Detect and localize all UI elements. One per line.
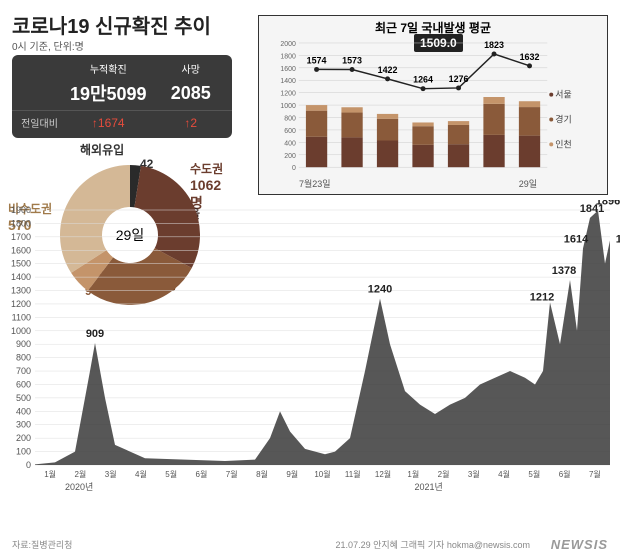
svg-text:1월: 1월 bbox=[44, 469, 56, 479]
svg-text:1573: 1573 bbox=[342, 56, 362, 66]
stats-value-confirmed: 19만5099 bbox=[67, 80, 150, 106]
svg-text:1574: 1574 bbox=[307, 55, 327, 65]
svg-text:2021년: 2021년 bbox=[415, 482, 443, 492]
svg-text:2월: 2월 bbox=[74, 469, 86, 479]
svg-text:6월: 6월 bbox=[196, 469, 208, 479]
svg-text:200: 200 bbox=[284, 153, 296, 160]
svg-text:6월: 6월 bbox=[559, 469, 571, 479]
svg-text:200: 200 bbox=[16, 433, 31, 443]
svg-text:8월: 8월 bbox=[256, 469, 268, 479]
svg-text:1600: 1600 bbox=[11, 245, 31, 255]
svg-text:1674: 1674 bbox=[616, 233, 620, 245]
svg-text:1422: 1422 bbox=[378, 65, 398, 75]
svg-text:5월: 5월 bbox=[528, 469, 540, 479]
stats-change-confirmed: ↑1674 bbox=[67, 116, 150, 130]
svg-text:1000: 1000 bbox=[11, 326, 31, 336]
page-title: 코로나19 신규확진 추이 bbox=[12, 10, 211, 39]
svg-text:서울: 서울 bbox=[555, 90, 571, 100]
svg-text:400: 400 bbox=[284, 140, 296, 147]
svg-text:900: 900 bbox=[16, 339, 31, 349]
svg-text:5월: 5월 bbox=[165, 469, 177, 479]
subtitle: 0시 기준, 단위:명 bbox=[12, 38, 84, 53]
stats-box: 누적확진 사망 19만5099 2085 전일대비 ↑1674 ↑2 bbox=[12, 55, 232, 138]
svg-text:1100: 1100 bbox=[12, 312, 31, 322]
stats-change-label: 전일대비 bbox=[12, 115, 67, 130]
svg-text:3월: 3월 bbox=[468, 469, 480, 479]
svg-text:3월: 3월 bbox=[105, 469, 117, 479]
svg-text:1378: 1378 bbox=[552, 265, 576, 277]
svg-text:1500: 1500 bbox=[11, 259, 31, 269]
mini-x-start: 7월23일 bbox=[299, 177, 331, 190]
svg-text:700: 700 bbox=[16, 366, 31, 376]
svg-text:9월: 9월 bbox=[286, 469, 298, 479]
svg-text:1614: 1614 bbox=[564, 233, 589, 245]
svg-text:2월: 2월 bbox=[438, 469, 450, 479]
svg-text:1212: 1212 bbox=[530, 291, 554, 303]
svg-text:0: 0 bbox=[292, 165, 296, 172]
svg-text:300: 300 bbox=[16, 420, 31, 430]
svg-text:1000: 1000 bbox=[280, 103, 296, 110]
mini-panel: 최근 7일 국내발생 평균 1509.0 0200400600800100012… bbox=[258, 15, 608, 195]
mini-x-end: 29일 bbox=[519, 177, 537, 190]
footer-source: 자료:질병관리청 bbox=[12, 538, 72, 551]
stats-value-deaths: 2085 bbox=[150, 83, 233, 104]
main-chart: 0 100 200 300 400 500 600 700 800 900 1000 1100 1200… bbox=[0, 200, 620, 500]
svg-text:1276: 1276 bbox=[449, 74, 469, 84]
svg-text:1896: 1896 bbox=[596, 200, 620, 208]
svg-text:1200: 1200 bbox=[11, 299, 31, 309]
svg-text:0: 0 bbox=[26, 460, 31, 470]
donut-label-overseas: 해외유입 bbox=[80, 141, 124, 158]
svg-text:11월: 11월 bbox=[345, 469, 361, 479]
svg-text:1632: 1632 bbox=[520, 52, 540, 62]
svg-text:600: 600 bbox=[16, 379, 31, 389]
svg-text:10월: 10월 bbox=[314, 469, 330, 479]
stats-change-deaths: ↑2 bbox=[150, 116, 233, 130]
stats-header-confirmed: 누적확진 bbox=[67, 61, 150, 76]
svg-text:500: 500 bbox=[16, 393, 31, 403]
svg-text:1900: 1900 bbox=[11, 205, 31, 215]
svg-text:경기: 경기 bbox=[555, 113, 571, 124]
svg-text:1264: 1264 bbox=[413, 75, 433, 85]
svg-text:7월: 7월 bbox=[226, 469, 238, 479]
svg-text:1600: 1600 bbox=[280, 66, 296, 73]
svg-text:1240: 1240 bbox=[368, 284, 392, 296]
svg-text:800: 800 bbox=[284, 115, 296, 122]
footer-credit: 21.07.29 안지혜 그래픽 기자 hokma@newsis.com bbox=[336, 538, 530, 551]
svg-text:1200: 1200 bbox=[280, 91, 296, 98]
svg-text:12월: 12월 bbox=[375, 469, 391, 479]
svg-text:1400: 1400 bbox=[280, 78, 296, 85]
svg-text:4월: 4월 bbox=[135, 469, 147, 479]
svg-text:400: 400 bbox=[16, 406, 31, 416]
svg-text:600: 600 bbox=[284, 128, 296, 135]
svg-text:1700: 1700 bbox=[11, 232, 31, 242]
stats-header-deaths: 사망 bbox=[150, 61, 233, 76]
svg-text:800: 800 bbox=[16, 353, 31, 363]
svg-text:1800: 1800 bbox=[11, 218, 31, 228]
svg-text:1월: 1월 bbox=[407, 469, 419, 479]
svg-text:1300: 1300 bbox=[11, 286, 31, 296]
svg-text:4월: 4월 bbox=[498, 469, 510, 479]
svg-text:7월: 7월 bbox=[589, 469, 601, 479]
svg-text:909: 909 bbox=[86, 328, 104, 340]
svg-text:1800: 1800 bbox=[280, 53, 296, 60]
svg-text:2020년: 2020년 bbox=[65, 482, 93, 492]
svg-text:100: 100 bbox=[16, 447, 31, 457]
svg-text:2000: 2000 bbox=[280, 41, 296, 48]
svg-text:1400: 1400 bbox=[11, 272, 31, 282]
svg-text:1823: 1823 bbox=[484, 40, 504, 50]
svg-text:인천: 인천 bbox=[555, 139, 571, 149]
newsis-logo: NEWSIS bbox=[551, 537, 608, 552]
